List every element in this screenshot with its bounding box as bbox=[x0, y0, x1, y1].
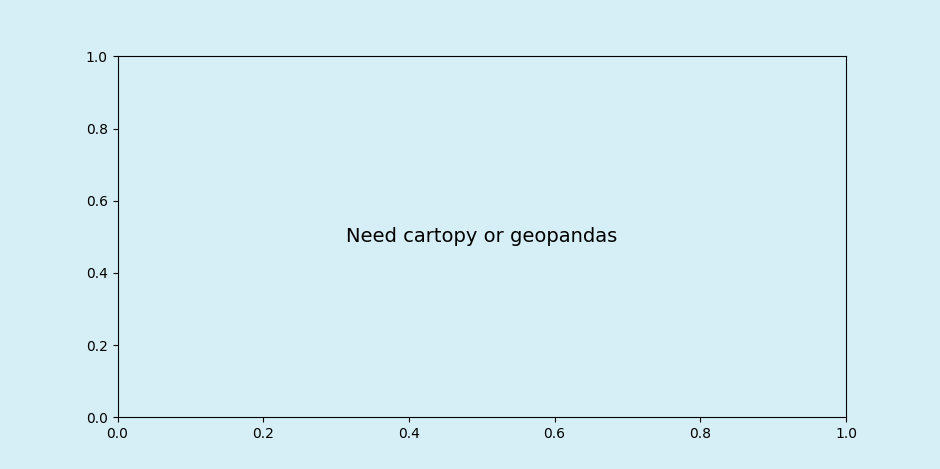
Text: Need cartopy or geopandas: Need cartopy or geopandas bbox=[346, 227, 618, 246]
